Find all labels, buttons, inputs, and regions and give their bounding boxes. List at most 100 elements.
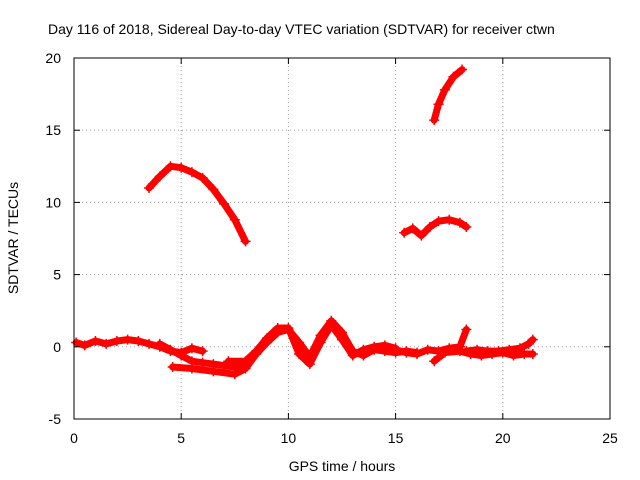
data-point xyxy=(283,323,294,334)
data-point xyxy=(71,337,82,348)
series-line xyxy=(224,321,400,368)
data-point xyxy=(504,344,515,355)
data-point xyxy=(401,347,412,358)
data-point xyxy=(514,343,525,354)
data-point xyxy=(493,346,504,357)
data-point xyxy=(429,356,440,367)
data-point xyxy=(461,221,472,232)
x-tick-label: 20 xyxy=(495,430,511,446)
data-point xyxy=(439,347,450,358)
data-point xyxy=(79,340,90,351)
data-point xyxy=(240,236,251,247)
data-point xyxy=(416,230,427,241)
x-tick-label: 25 xyxy=(602,430,618,446)
data-point xyxy=(294,349,305,360)
data-point xyxy=(176,162,187,173)
y-tick-label: 15 xyxy=(45,122,61,138)
axis-ticks xyxy=(73,57,611,420)
data-point xyxy=(208,184,219,195)
data-point xyxy=(167,362,178,373)
data-layer xyxy=(71,64,538,380)
data-point xyxy=(186,167,197,178)
data-point xyxy=(101,338,112,349)
data-point xyxy=(412,349,423,360)
data-point xyxy=(133,336,144,347)
data-point xyxy=(229,214,240,225)
data-point xyxy=(429,115,440,126)
grid xyxy=(74,58,610,419)
data-point xyxy=(433,216,444,227)
data-point xyxy=(422,344,433,355)
data-point xyxy=(337,334,347,345)
data-point xyxy=(186,363,197,374)
data-point xyxy=(461,324,472,335)
data-point xyxy=(197,346,208,357)
data-point xyxy=(457,64,468,75)
y-tick-label: 20 xyxy=(45,50,61,66)
series-base-7 xyxy=(461,334,538,357)
y-tick-label: 10 xyxy=(45,194,61,210)
x-tick-label: 5 xyxy=(177,430,185,446)
data-point xyxy=(379,340,390,351)
data-point xyxy=(197,172,208,183)
plot-frame xyxy=(73,57,611,420)
chart-title: Day 116 of 2018, Sidereal Day-to-day VTE… xyxy=(48,21,555,37)
data-point xyxy=(304,359,315,370)
data-point xyxy=(439,84,450,95)
x-axis-label: GPS time / hours xyxy=(289,458,396,474)
data-point xyxy=(219,360,230,371)
data-point xyxy=(219,198,230,209)
data-point xyxy=(165,344,176,355)
data-point xyxy=(358,344,369,355)
data-point xyxy=(197,357,208,368)
data-point xyxy=(527,334,538,345)
data-point xyxy=(223,356,234,367)
data-point xyxy=(154,338,165,349)
data-point xyxy=(347,350,358,361)
data-point xyxy=(111,336,122,347)
data-point xyxy=(229,369,240,380)
data-point xyxy=(240,356,251,367)
data-point xyxy=(454,217,465,228)
series-base-1 xyxy=(71,334,208,358)
x-tick-label: 10 xyxy=(281,430,297,446)
x-tick-label: 0 xyxy=(70,430,78,446)
data-point xyxy=(424,221,435,232)
data-point xyxy=(208,366,219,377)
y-axis-label: SDTVAR / TECUs xyxy=(5,182,21,294)
data-point xyxy=(144,338,155,349)
data-point xyxy=(390,344,401,355)
x-tick-label: 15 xyxy=(388,430,404,446)
data-point xyxy=(251,346,262,357)
data-point xyxy=(122,334,133,345)
data-point xyxy=(482,346,493,357)
data-point xyxy=(90,336,101,347)
data-point xyxy=(433,99,444,110)
data-point xyxy=(444,214,455,225)
y-tick-label: 0 xyxy=(53,339,61,355)
x-tick-labels: 0 5 10 15 20 25 xyxy=(70,430,618,446)
data-point xyxy=(399,227,410,238)
data-point xyxy=(326,320,337,331)
series-base-4 xyxy=(223,320,401,370)
series-arc-high-3 xyxy=(399,214,472,241)
y-tick-label: -5 xyxy=(49,411,62,427)
data-point xyxy=(261,333,272,344)
data-point xyxy=(523,338,534,349)
series-arc-high-2 xyxy=(429,64,468,126)
series-line xyxy=(430,347,537,365)
data-point xyxy=(154,171,165,182)
data-point xyxy=(519,349,530,360)
data-point xyxy=(448,71,459,82)
series-arc-high-1 xyxy=(144,161,251,247)
data-point xyxy=(272,323,283,334)
y-tick-labels: -5 0 5 10 15 20 xyxy=(45,50,61,427)
data-point xyxy=(186,343,197,354)
data-point xyxy=(315,337,326,348)
data-point xyxy=(407,223,418,234)
data-point xyxy=(472,344,483,355)
y-tick-label: 5 xyxy=(53,267,61,283)
data-point xyxy=(165,161,176,172)
data-point xyxy=(369,341,380,352)
